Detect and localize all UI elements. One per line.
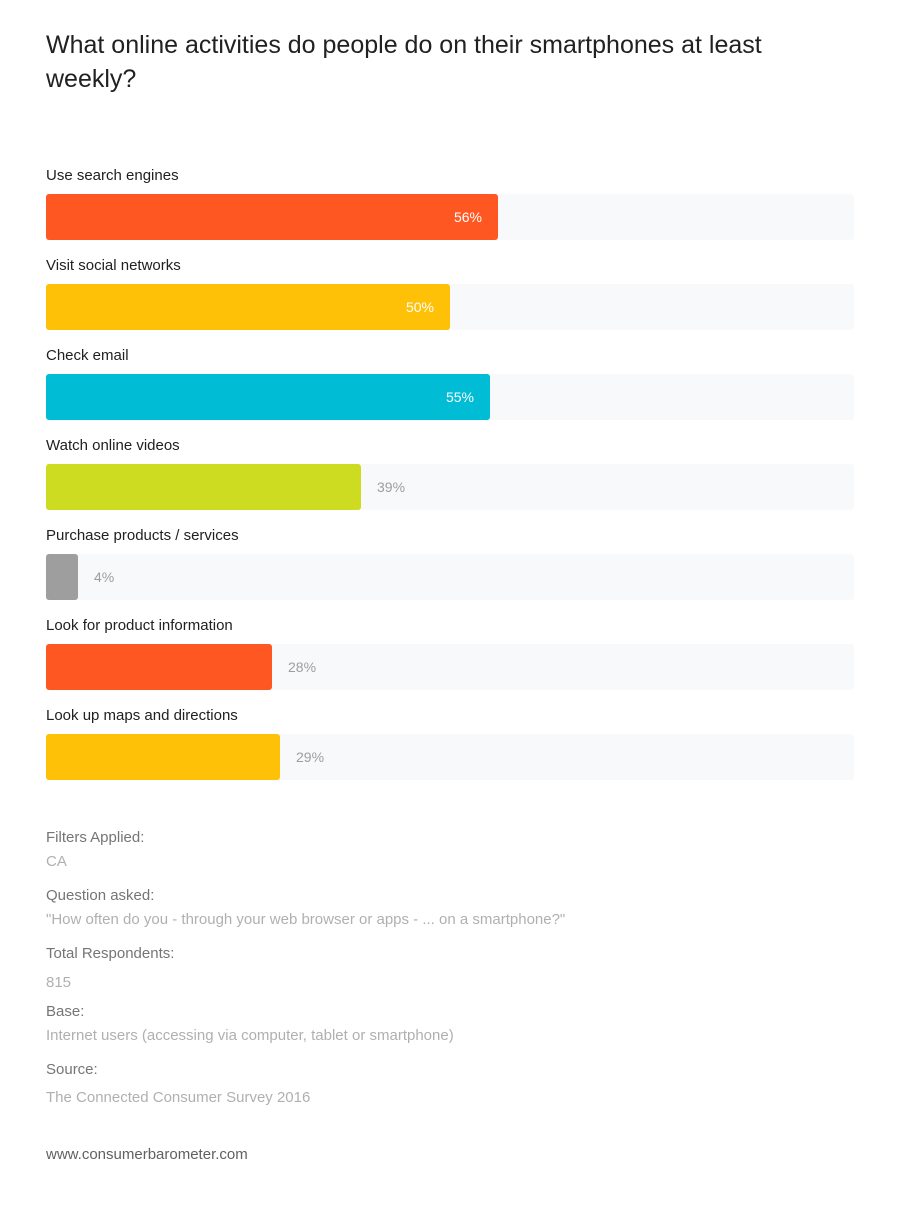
value-label: 56% [453, 209, 482, 225]
filters-label: Filters Applied: [46, 829, 145, 846]
category-label: Purchase products / services [46, 527, 239, 544]
category-label: Look for product information [46, 617, 233, 634]
bar-track: 56% [46, 194, 854, 240]
bar[interactable] [46, 644, 272, 690]
bar-row: Purchase products / services 4% [46, 520, 854, 610]
category-label: Use search engines [46, 167, 179, 184]
value-label: 29% [296, 749, 325, 765]
question-value: "How often do you - through your web bro… [46, 911, 566, 928]
category-label: Look up maps and directions [46, 707, 238, 724]
category-label: Watch online videos [46, 437, 180, 454]
respondents-label: Total Respondents: [46, 945, 175, 962]
category-label: Visit social networks [46, 257, 181, 274]
category-label: Check email [46, 347, 129, 364]
bar-row: Look for product information 28% [46, 610, 854, 700]
filters-value: CA [46, 853, 67, 870]
bar[interactable] [46, 374, 490, 420]
base-label: Base: [46, 1003, 85, 1020]
respondents-value: 815 [46, 974, 72, 991]
bar[interactable] [46, 464, 361, 510]
bar[interactable] [46, 194, 498, 240]
value-label: 55% [445, 389, 474, 405]
bar-row: Look up maps and directions 29% [46, 700, 854, 790]
bar-row: Visit social networks 50% [46, 250, 854, 340]
footer-url[interactable]: www.consumerbarometer.com [46, 1146, 248, 1163]
value-label: 50% [405, 299, 434, 315]
question-label: Question asked: [46, 887, 155, 904]
bar[interactable] [46, 734, 280, 780]
chart-title: What online activities do people do on t… [46, 31, 762, 93]
bar-chart: Use search engines 56% Visit social networ… [46, 160, 854, 790]
bar-track: 50% [46, 284, 854, 330]
bar-track: 4% [46, 554, 854, 600]
base-value: Internet users (accessing via computer, … [46, 1027, 454, 1044]
source-value: The Connected Consumer Survey 2016 [46, 1089, 311, 1106]
bar[interactable] [46, 284, 450, 330]
value-label: 4% [94, 569, 115, 585]
bar-track: 28% [46, 644, 854, 690]
bar-row: Watch online videos 39% [46, 430, 854, 520]
bar-row: Check email 55% [46, 340, 854, 430]
bar-track: 55% [46, 374, 854, 420]
bar-track: 39% [46, 464, 854, 510]
bar-row: Use search engines 56% [46, 160, 854, 250]
bar[interactable] [46, 554, 78, 600]
value-label: 39% [377, 479, 406, 495]
bar-track: 29% [46, 734, 854, 780]
source-label: Source: [46, 1061, 98, 1078]
value-label: 28% [288, 659, 317, 675]
